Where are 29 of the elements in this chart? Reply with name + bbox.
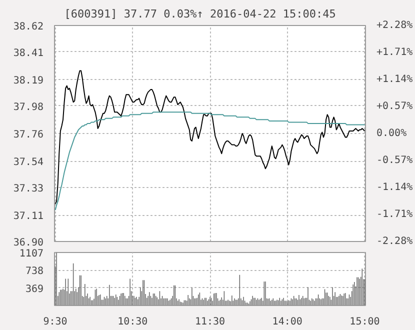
y-tick-label: 369 <box>25 284 44 295</box>
y-tick-label: 38.62 <box>13 22 44 32</box>
y-tick-label: 37.98 <box>13 102 44 113</box>
y-tick-label: 1107 <box>19 248 44 260</box>
y2-tick-label: -1.71% <box>376 209 413 220</box>
chart-title: [600391] 37.77 0.03%↑ 2016-04-22 15:00:45 <box>64 8 336 20</box>
y-tick-label: 37.11 <box>13 211 44 222</box>
x-tick-label: 11:30 <box>194 316 226 328</box>
y-tick-label: 38.19 <box>13 76 44 86</box>
line-series <box>54 70 366 204</box>
x-tick-label: 15:00 <box>350 316 380 328</box>
y-tick-label: 37.33 <box>13 184 44 194</box>
y2-tick-label: +1.14% <box>376 74 413 85</box>
y2-tick-label: +1.71% <box>376 47 413 58</box>
y-tick-label: 738 <box>25 266 44 278</box>
x-tick-label: 14:00 <box>272 316 302 328</box>
y2-tick-label: -0.57% <box>376 155 413 166</box>
y-tick-label: 36.90 <box>13 238 44 248</box>
y2-tick-label: 0.00% <box>376 128 407 139</box>
y-tick-label: 38.41 <box>13 48 44 59</box>
y-tick-label: 37.76 <box>13 130 44 140</box>
x-tick-label: 10:30 <box>118 316 148 328</box>
x-tick-label: 9:30 <box>43 316 68 328</box>
y-tick-label: 37.54 <box>13 157 44 168</box>
y2-tick-label: +2.28% <box>376 20 413 31</box>
y2-tick-label: +0.57% <box>376 101 413 112</box>
y2-tick-label: -2.28% <box>376 236 413 247</box>
line-series <box>54 112 366 211</box>
y2-tick-label: -1.14% <box>376 182 413 193</box>
